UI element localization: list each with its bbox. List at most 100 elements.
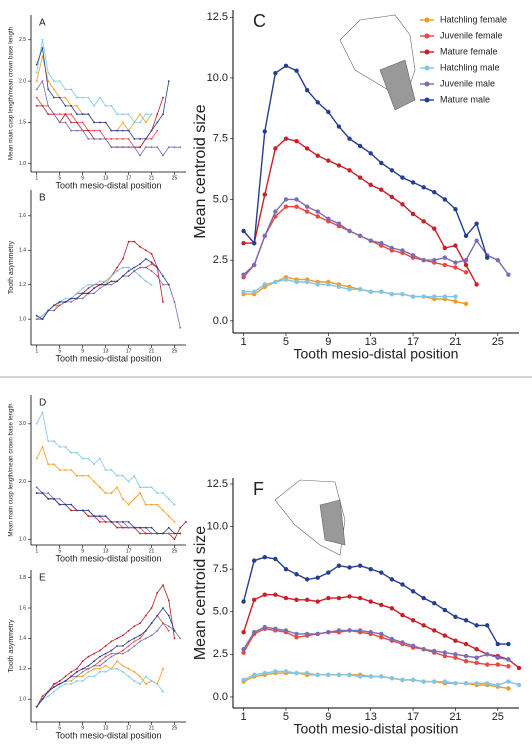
- data-point: [121, 497, 124, 500]
- x-tick-label: 9: [81, 348, 84, 354]
- data-point: [442, 294, 448, 299]
- legend-label: Mature male: [440, 94, 490, 104]
- data-point: [453, 299, 458, 304]
- data-point: [304, 631, 310, 637]
- data-point: [326, 570, 331, 575]
- data-point: [121, 649, 124, 652]
- x-tick-label: 5: [58, 348, 61, 354]
- data-point: [421, 185, 426, 190]
- data-point: [173, 503, 176, 506]
- series-line: [36, 487, 181, 534]
- data-point: [76, 292, 78, 295]
- data-point: [81, 667, 84, 670]
- data-point: [139, 245, 141, 248]
- data-point: [64, 446, 67, 448]
- legend-label: Mature female: [440, 46, 498, 56]
- data-point: [283, 204, 289, 209]
- data-point: [93, 652, 96, 655]
- x-tick-label: 1: [241, 711, 247, 723]
- data-point: [81, 129, 84, 132]
- data-point: [139, 138, 141, 140]
- data-point: [432, 257, 437, 263]
- y-tick-label: 1.0: [19, 697, 26, 703]
- y-tick-label: 12.5: [207, 478, 228, 490]
- y-tick-label: 2.5: [19, 37, 26, 43]
- data-point: [150, 532, 153, 535]
- data-point: [53, 80, 55, 83]
- data-point: [162, 275, 164, 278]
- data-point: [35, 104, 38, 107]
- panel-label: E: [39, 573, 46, 584]
- data-point: [116, 266, 119, 269]
- data-point: [315, 599, 320, 604]
- data-point: [64, 297, 67, 300]
- data-point: [273, 556, 278, 562]
- data-point: [87, 283, 90, 286]
- data-point: [64, 88, 67, 91]
- data-point: [357, 175, 363, 180]
- data-point: [294, 572, 299, 577]
- data-point: [76, 680, 78, 682]
- x-tick-label: 1: [241, 336, 247, 348]
- data-point: [336, 124, 342, 129]
- data-point: [110, 138, 113, 140]
- data-point: [410, 677, 416, 683]
- data-point: [150, 486, 153, 489]
- data-point: [156, 266, 159, 269]
- data-point: [463, 658, 469, 664]
- data-point: [294, 635, 299, 640]
- data-point: [150, 680, 153, 682]
- data-point: [70, 675, 73, 678]
- data-point: [400, 677, 405, 683]
- data-point: [347, 168, 352, 173]
- series-line: [36, 263, 158, 320]
- data-point: [133, 670, 136, 673]
- data-point: [144, 280, 147, 283]
- legend-swatch: [424, 81, 430, 87]
- data-point: [70, 509, 73, 512]
- data-point: [70, 683, 73, 685]
- data-point: [93, 660, 96, 663]
- data-point: [162, 690, 164, 693]
- data-point: [144, 146, 147, 149]
- data-point: [173, 146, 176, 149]
- data-point: [463, 233, 469, 239]
- data-point: [76, 121, 78, 124]
- data-point: [167, 629, 170, 632]
- data-point: [64, 121, 67, 124]
- y-tick-label: 7.5: [213, 133, 228, 145]
- data-point: [104, 515, 107, 518]
- data-point: [336, 628, 342, 633]
- y-tick-label: 7.5: [213, 563, 228, 575]
- series-line: [243, 198, 509, 276]
- data-point: [495, 682, 501, 688]
- data-point: [167, 146, 170, 149]
- data-point: [156, 629, 159, 632]
- data-point: [116, 138, 119, 140]
- data-point: [116, 129, 119, 132]
- data-point: [495, 662, 501, 667]
- data-point: [35, 457, 38, 460]
- data-point: [304, 146, 310, 151]
- panel-label: A: [39, 18, 46, 29]
- data-point: [400, 248, 405, 253]
- y-tick-label: 2.0: [19, 78, 26, 84]
- data-point: [87, 129, 90, 132]
- data-point: [110, 129, 113, 132]
- data-point: [315, 153, 320, 158]
- data-point: [144, 266, 147, 269]
- x-tick-label: 1: [35, 548, 38, 554]
- data-point: [87, 515, 90, 518]
- data-point: [347, 628, 352, 633]
- x-tick-label: 17: [126, 548, 132, 554]
- data-point: [127, 526, 130, 529]
- x-tick-label: 21: [449, 336, 461, 348]
- data-point: [389, 245, 395, 251]
- x-tick-label: 9: [325, 336, 331, 348]
- data-point: [421, 647, 426, 652]
- data-point: [81, 292, 84, 295]
- x-tick-label: 21: [149, 548, 155, 554]
- data-point: [104, 280, 107, 283]
- x-axis-label: Tooth mesio-distal position: [55, 180, 161, 190]
- data-point: [432, 679, 437, 684]
